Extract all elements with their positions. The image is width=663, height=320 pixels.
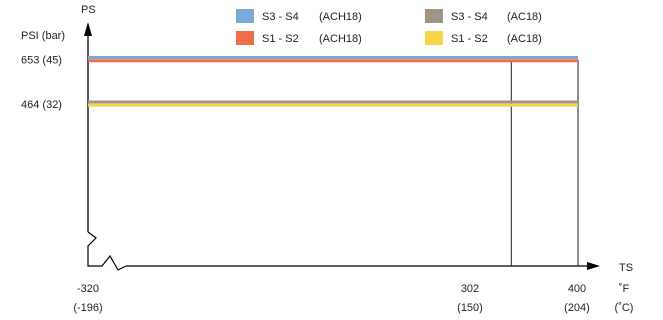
legend-model-3: (AC18) (507, 33, 542, 45)
x-tick-label-c: (204) (564, 302, 590, 314)
y-tick-label: 653 (45) (21, 55, 62, 67)
axis-break-mark (87, 231, 127, 271)
x-axis-title: TS (619, 262, 633, 274)
x-tick-label-c: (-196) (73, 302, 102, 314)
x-unit-label-f: ˚F (619, 283, 630, 295)
x-unit-label-c: (˚C) (615, 302, 634, 314)
legend-swatch-0 (236, 9, 254, 23)
x-axis-arrow (587, 262, 600, 270)
y-tick-label: 464 (32) (21, 99, 62, 111)
legend-model-2: (AC18) (507, 11, 542, 23)
legend-label-3: S1 - S2 (451, 33, 488, 45)
legend-model-1: (ACH18) (319, 33, 362, 45)
y-axis-title: PS (81, 4, 96, 16)
legend-model-0: (ACH18) (319, 11, 362, 23)
legend-label-1: S1 - S2 (262, 33, 299, 45)
x-tick-label-c: (150) (457, 302, 483, 314)
legend-swatch-1 (236, 31, 254, 45)
y-axis-arrow (84, 22, 92, 36)
y-axis-unit-label: PSI (bar) (21, 30, 65, 42)
x-tick-label-f: 400 (568, 283, 586, 295)
legend-swatch-2 (425, 9, 443, 23)
legend-label-2: S3 - S4 (451, 11, 488, 23)
legend-label-0: S3 - S4 (262, 11, 299, 23)
x-tick-label-f: 302 (461, 283, 479, 295)
x-tick-label-f: -320 (77, 283, 99, 295)
legend-swatch-3 (425, 31, 443, 45)
